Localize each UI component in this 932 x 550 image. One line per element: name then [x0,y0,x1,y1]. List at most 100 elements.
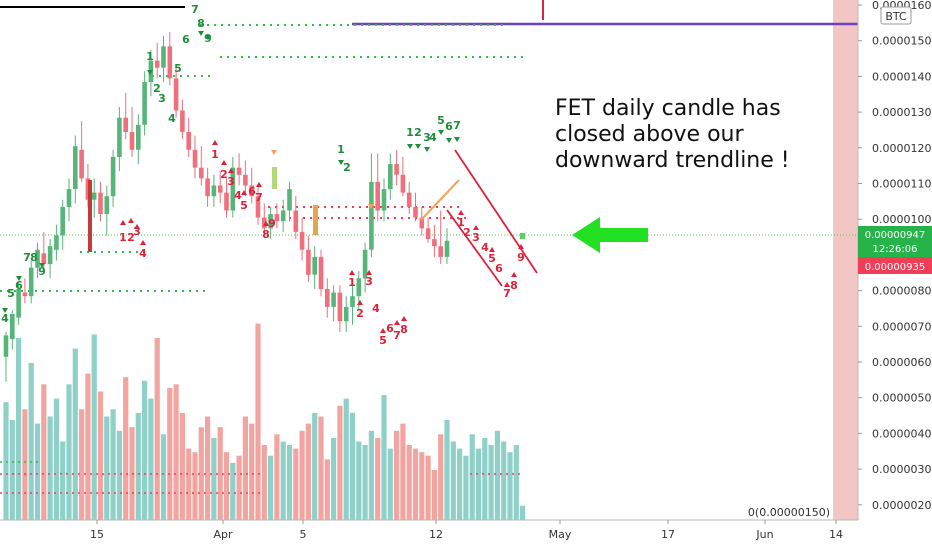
volume-bar [286,445,293,520]
downward-trendline-upper [454,149,538,274]
candle-body [22,292,28,297]
candle-body [293,210,299,232]
td-buy-count: 1 [337,143,345,156]
volume-bar [53,398,59,520]
td-buy-count: 4 [168,112,176,125]
volume-bar [110,409,116,520]
volume-bar [268,455,274,520]
td-sell-count: 1 [119,231,127,244]
candle-body [325,289,330,307]
price-axis-tick-label: 0.00001200 [872,142,932,155]
volume-bar [60,441,66,520]
candle-body [331,292,336,307]
price-axis-tick-label: 0.00001000 [872,213,932,226]
candle-body [356,278,362,297]
price-tag [858,226,932,257]
price-axis-tick-label: 0.00001300 [872,106,932,119]
td-down-triangle [205,35,211,40]
annotation-line-1: FET daily candle has [555,96,781,121]
candle-body [243,174,248,186]
td-sell-count: 4 [372,302,380,315]
candle-body [419,217,425,229]
td-down-triangle [446,138,452,143]
volume-bar [387,448,393,520]
td-sell-count: 1 [457,216,465,229]
td-sell-count: 2 [220,168,228,181]
volume-bar [431,470,437,520]
symbol-badge[interactable] [880,6,912,25]
low-price-tag [858,257,932,274]
candle-body [47,246,53,265]
time-axis-tick-label: Jun [755,528,773,541]
volume-bar [280,441,286,520]
candle-body [16,289,21,318]
td-buy-count: 8 [30,251,38,264]
volume-bar [142,380,148,520]
td-buy-count: 4 [429,131,437,144]
td-sell-count: 8 [510,279,518,292]
candle-body [10,314,15,339]
volume-bar [450,441,456,520]
volume-bar [9,420,15,520]
td-down-triangle [2,308,8,313]
price-axis[interactable] [858,0,932,550]
td-sell-count: 5 [240,199,248,212]
volume-bar [236,455,242,520]
orange-trend-segment [420,179,460,221]
td-buy-count: 5 [174,62,182,75]
volume-bar [249,423,255,520]
td-down-triangle [407,144,413,149]
td-buy-count: 6 [445,120,453,133]
td-up-triangle [228,168,234,173]
price-axis-tick-label: 0.00000500 [872,392,932,405]
td-sell-count: 7 [503,287,511,300]
candle-body [350,296,355,307]
breakout-arrow [572,217,648,253]
volume-bar [242,416,248,520]
volume-bar [173,384,179,520]
candle-body [60,206,65,236]
td-up-triangle [458,210,464,215]
volume-bar [205,416,211,520]
volume-bar [16,337,22,520]
candle-body [224,192,229,211]
volume-bar [41,384,47,520]
candle-body [136,124,141,150]
td-sell-count: 5 [488,252,496,265]
volume-bar [312,412,318,520]
candle-body [186,132,191,150]
td-up-triangle [511,272,517,277]
volume-bar [274,434,280,520]
volume-bar [520,505,526,520]
time-axis[interactable] [0,520,932,550]
time-axis-tick-label: 17 [661,528,675,541]
td-up-triangle [366,270,372,275]
volume-bar [463,455,469,520]
candle-body [180,110,185,132]
volume-bar [135,412,141,520]
td-up-triangle [221,160,227,165]
td-up-triangle [128,218,134,223]
candle-body [91,192,97,200]
volume-bar [507,452,513,520]
candle-body [85,178,91,200]
td-down-triangle [147,70,153,75]
volume-bar [368,430,374,521]
td-buy-count: 2 [343,161,351,174]
td-sell-count: 2 [127,231,135,244]
time-axis-tick-label: 15 [90,528,104,541]
future-zone-shade [833,0,858,520]
volume-bar [513,445,519,520]
td-down-triangle [16,276,22,281]
td-sell-count: 6 [386,322,394,335]
td-sell-count: 7 [255,191,263,204]
td-up-triangle [357,300,363,305]
time-axis-tick-label: 12 [429,528,443,541]
low-price-tag-value: 0.00000935 [865,262,925,273]
td-sell-count: 9 [268,217,276,230]
volume-bar [22,409,28,520]
candle-body [262,217,267,229]
annotation-line-2: closed above our [555,122,744,147]
time-axis-tick-label: May [549,528,572,541]
